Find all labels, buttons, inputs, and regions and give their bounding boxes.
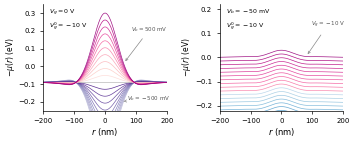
Y-axis label: $-\mu(r)$ (eV): $-\mu(r)$ (eV) [181, 37, 194, 78]
Text: $V_g = 10$ V: $V_g = 10$ V [0, 141, 1, 142]
X-axis label: $r$ (nm): $r$ (nm) [91, 126, 119, 138]
Text: $V_b = 500$ mV: $V_b = 500$ mV [126, 25, 168, 61]
Text: $V_b = -500$ mV: $V_b = -500$ mV [124, 94, 170, 103]
Text: $V_g = -10$ V: $V_g = -10$ V [308, 20, 345, 54]
Text: $V_g = 0$ V: $V_g = 0$ V [50, 7, 76, 18]
Text: $V_g^0 = -10$ V: $V_g^0 = -10$ V [50, 21, 88, 33]
X-axis label: $r$ (nm): $r$ (nm) [268, 126, 295, 138]
Text: $V_b = -50$ mV: $V_b = -50$ mV [226, 7, 270, 16]
Text: $V_g^0 = -10$ V: $V_g^0 = -10$ V [226, 21, 265, 33]
Y-axis label: $-\mu(r)$ (eV): $-\mu(r)$ (eV) [4, 37, 17, 78]
